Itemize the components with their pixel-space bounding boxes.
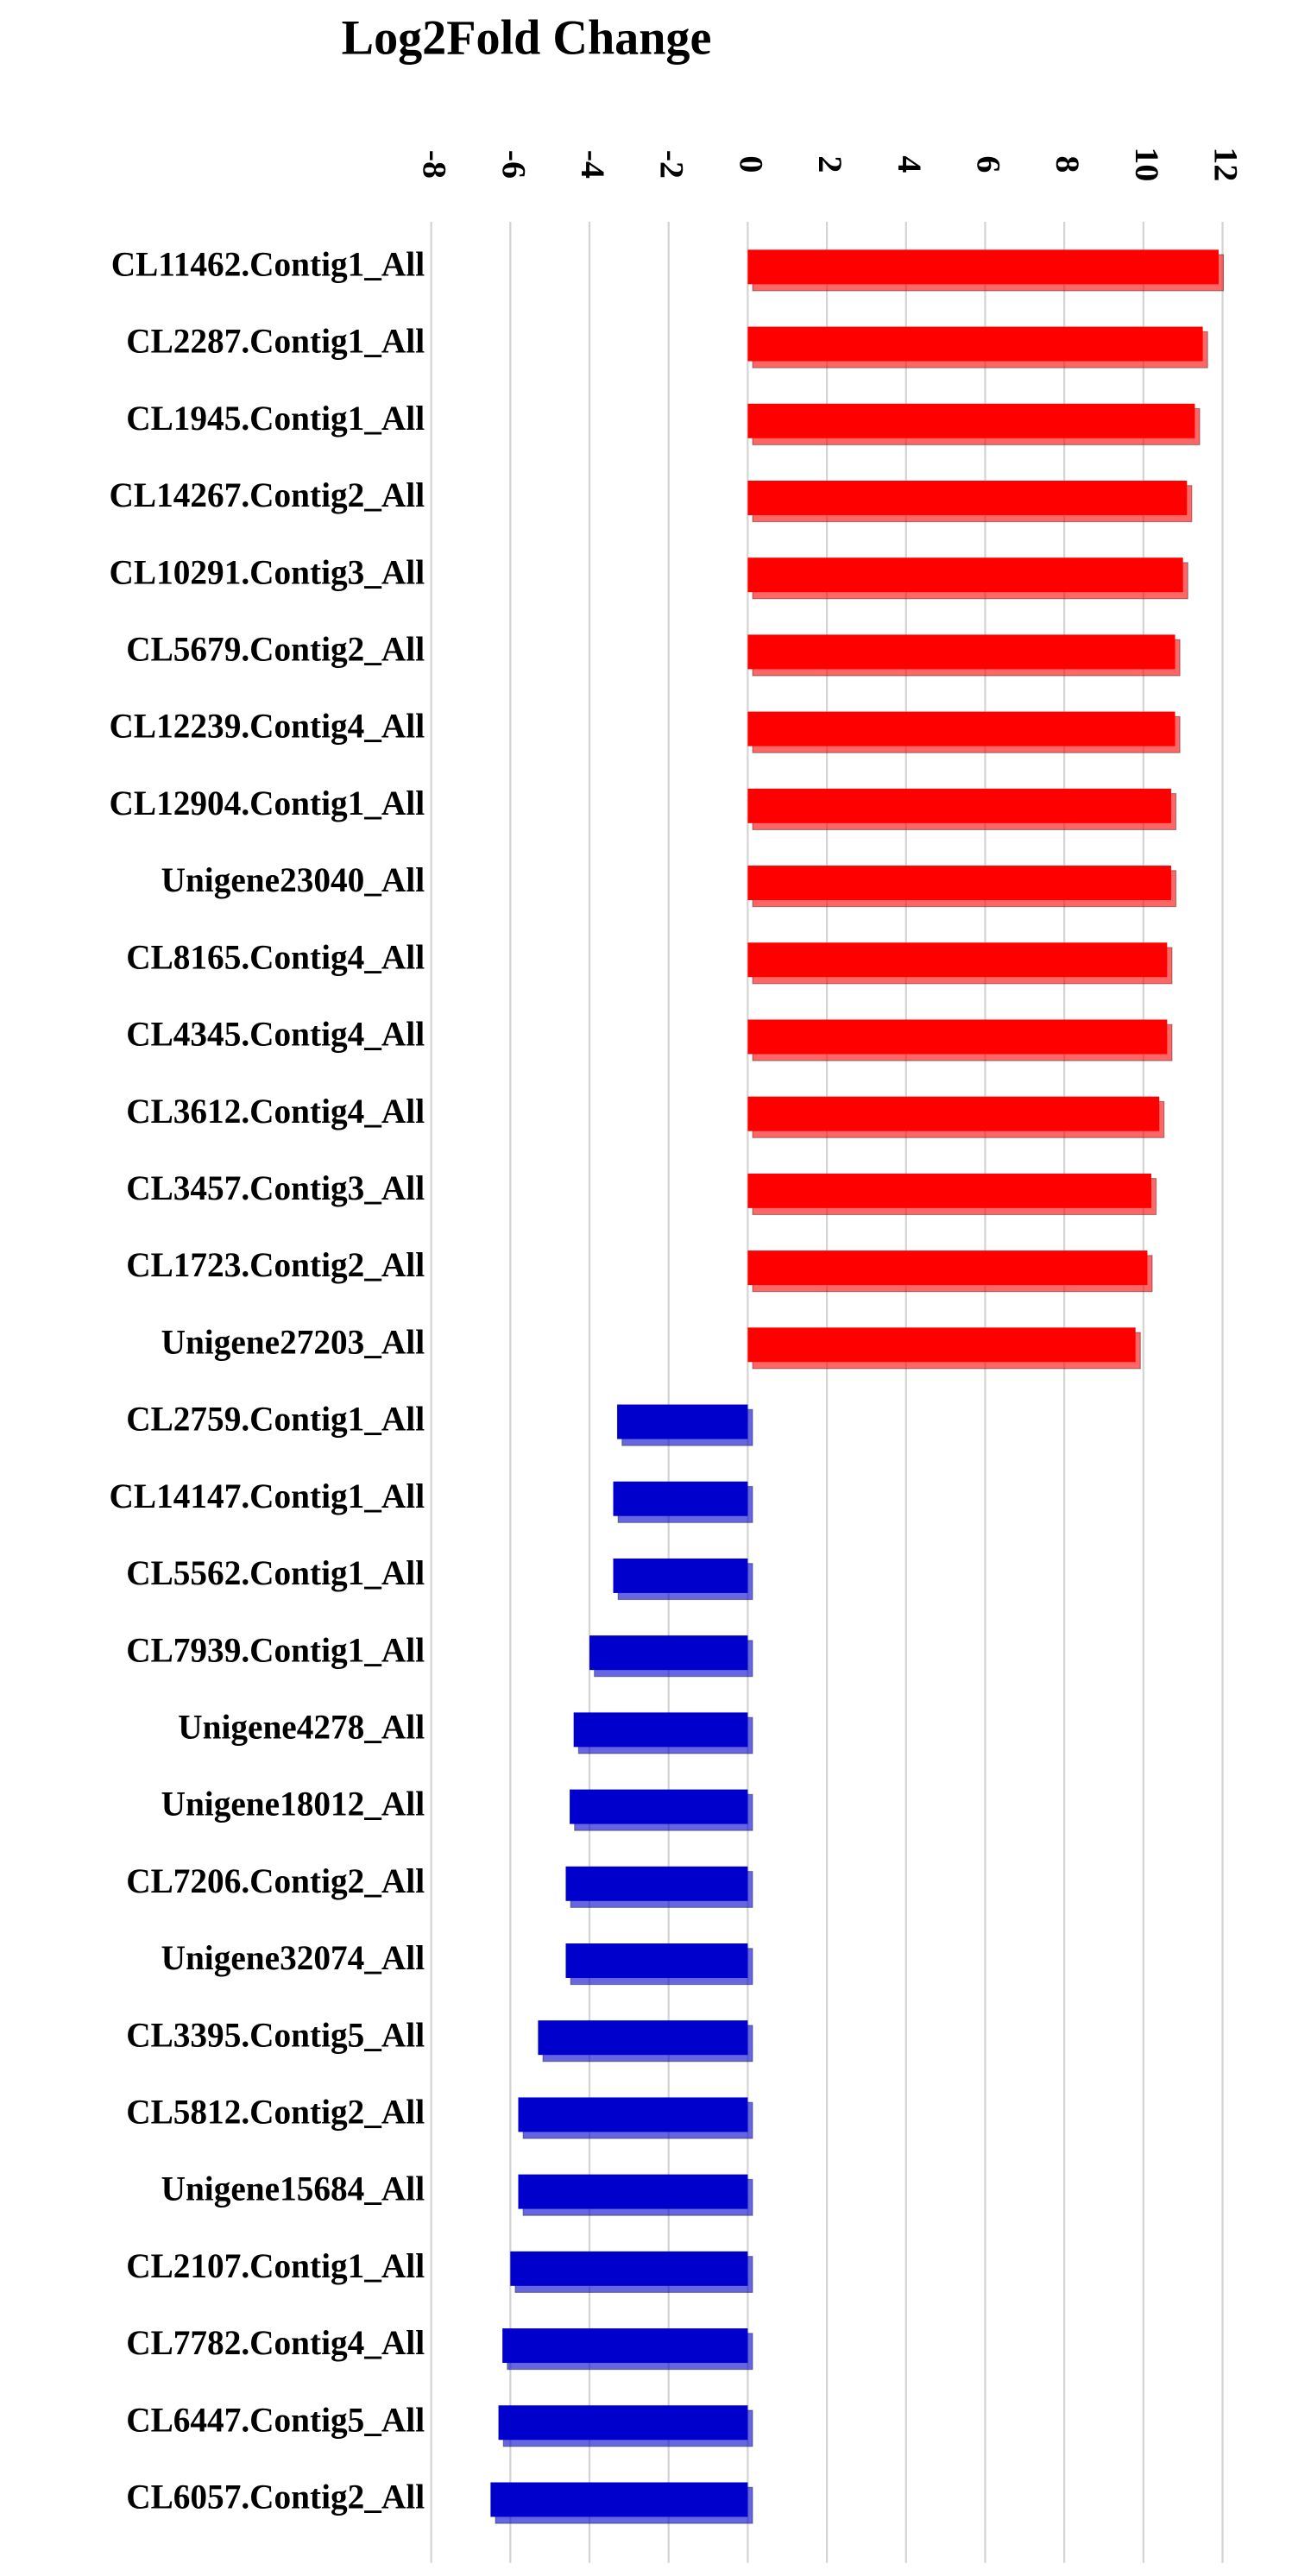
y-tick-label: CL7206.Contig2_All [126, 1862, 425, 1900]
y-tick-label: CL14267.Contig2_All [110, 476, 425, 514]
bar [570, 1789, 748, 1824]
bar [518, 2097, 748, 2132]
y-tick-label: CL5562.Contig1_All [126, 1554, 425, 1592]
y-tick-label: Unigene4278_All [178, 1708, 425, 1746]
x-tick-label: 0 [732, 155, 770, 173]
y-tick-label: CL2759.Contig1_All [126, 1400, 425, 1438]
x-tick-label: 12 [1207, 147, 1245, 181]
y-tick-label: CL3395.Contig5_All [126, 2016, 425, 2054]
y-tick-label: Unigene27203_All [161, 1323, 425, 1361]
bar [747, 866, 1171, 901]
y-tick-label: CL7939.Contig1_All [126, 1631, 425, 1669]
x-tick-label: -4 [574, 150, 612, 179]
y-tick-label: CL1945.Contig1_All [126, 400, 425, 438]
bar [613, 1481, 748, 1516]
bar [747, 557, 1183, 593]
bar [565, 1943, 748, 1978]
bar [747, 1173, 1152, 1208]
bar [510, 2251, 748, 2286]
bar [490, 2482, 748, 2517]
y-tick-label: CL14147.Contig1_All [110, 1477, 425, 1515]
bar [518, 2174, 748, 2209]
bar [502, 2328, 748, 2364]
y-tick-label: CL6447.Contig5_All [126, 2401, 425, 2439]
y-tick-label: Unigene32074_All [161, 1939, 425, 1977]
y-tick-label: CL2107.Contig1_All [126, 2247, 425, 2285]
bar [747, 480, 1188, 515]
x-tick-label: -2 [653, 150, 691, 179]
chart-title: Log2Fold Change [342, 11, 712, 66]
y-tick-label: CL12239.Contig4_All [110, 707, 425, 745]
bar [747, 788, 1171, 823]
bar [747, 711, 1175, 746]
bar [747, 1250, 1148, 1286]
y-tick-label: CL12904.Contig1_All [110, 784, 425, 822]
y-tick-label: CL10291.Contig3_All [110, 553, 425, 591]
bar [747, 249, 1219, 285]
bar [617, 1404, 748, 1439]
y-tick-label: CL3457.Contig3_All [126, 1169, 425, 1207]
y-tick-label: Unigene15684_All [161, 2170, 425, 2208]
x-tick-label: 4 [891, 155, 929, 173]
y-tick-label: CL7782.Contig4_All [126, 2324, 425, 2362]
y-tick-label: CL8165.Contig4_All [126, 938, 425, 976]
y-tick-label: CL11462.Contig1_All [111, 245, 425, 283]
bar [589, 1635, 748, 1671]
bar [538, 2020, 748, 2056]
x-tick-label: -8 [416, 150, 454, 179]
bar [613, 1558, 748, 1593]
bar [747, 1327, 1136, 1363]
x-tick-label: 6 [970, 155, 1008, 173]
y-tick-label: CL2287.Contig1_All [126, 322, 425, 360]
x-tick-label: -6 [495, 150, 533, 179]
y-tick-label: CL4345.Contig4_All [126, 1015, 425, 1053]
y-tick-label: Unigene18012_All [161, 1785, 425, 1823]
x-tick-label: 10 [1128, 147, 1166, 181]
bar [747, 403, 1195, 438]
y-tick-label: CL1723.Contig2_All [126, 1246, 425, 1284]
y-tick-label: CL3612.Contig4_All [126, 1092, 425, 1130]
bar [498, 2405, 748, 2441]
bar [747, 634, 1175, 670]
bar [747, 326, 1203, 362]
bar [565, 1866, 748, 1901]
bar [747, 1019, 1168, 1055]
y-tick-label: Unigene23040_All [161, 861, 425, 899]
bar [747, 942, 1168, 978]
x-tick-label: 8 [1049, 155, 1087, 173]
bar [747, 1096, 1160, 1131]
bar [573, 1712, 748, 1748]
x-tick-label: 2 [811, 155, 849, 173]
y-tick-label: CL5679.Contig2_All [126, 630, 425, 668]
y-tick-label: CL6057.Contig2_All [126, 2478, 425, 2516]
y-tick-label: CL5812.Contig2_All [126, 2093, 425, 2131]
